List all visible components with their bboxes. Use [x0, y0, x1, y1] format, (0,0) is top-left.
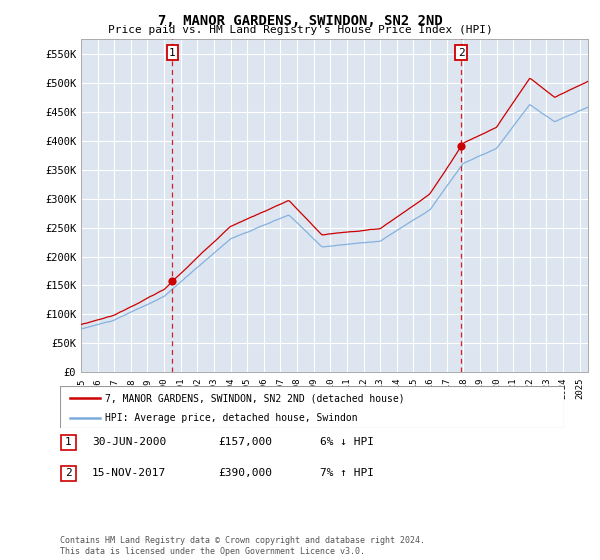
Text: 30-JUN-2000: 30-JUN-2000: [92, 437, 166, 447]
Text: 7, MANOR GARDENS, SWINDON, SN2 2ND: 7, MANOR GARDENS, SWINDON, SN2 2ND: [158, 14, 442, 28]
Text: £157,000: £157,000: [218, 437, 272, 447]
Text: 15-NOV-2017: 15-NOV-2017: [92, 468, 166, 478]
Point: [457, 142, 466, 151]
Text: 1: 1: [65, 437, 72, 447]
Text: 2: 2: [65, 468, 72, 478]
Text: Price paid vs. HM Land Registry's House Price Index (HPI): Price paid vs. HM Land Registry's House …: [107, 25, 493, 35]
Point: [167, 277, 177, 286]
Text: Contains HM Land Registry data © Crown copyright and database right 2024.
This d: Contains HM Land Registry data © Crown c…: [60, 536, 425, 556]
Text: 2: 2: [458, 48, 464, 58]
Text: 7, MANOR GARDENS, SWINDON, SN2 2ND (detached house): 7, MANOR GARDENS, SWINDON, SN2 2ND (deta…: [106, 393, 405, 403]
Text: 6% ↓ HPI: 6% ↓ HPI: [320, 437, 374, 447]
Text: 7% ↑ HPI: 7% ↑ HPI: [320, 468, 374, 478]
Text: £390,000: £390,000: [218, 468, 272, 478]
Text: 1: 1: [169, 48, 176, 58]
Text: HPI: Average price, detached house, Swindon: HPI: Average price, detached house, Swin…: [106, 413, 358, 423]
